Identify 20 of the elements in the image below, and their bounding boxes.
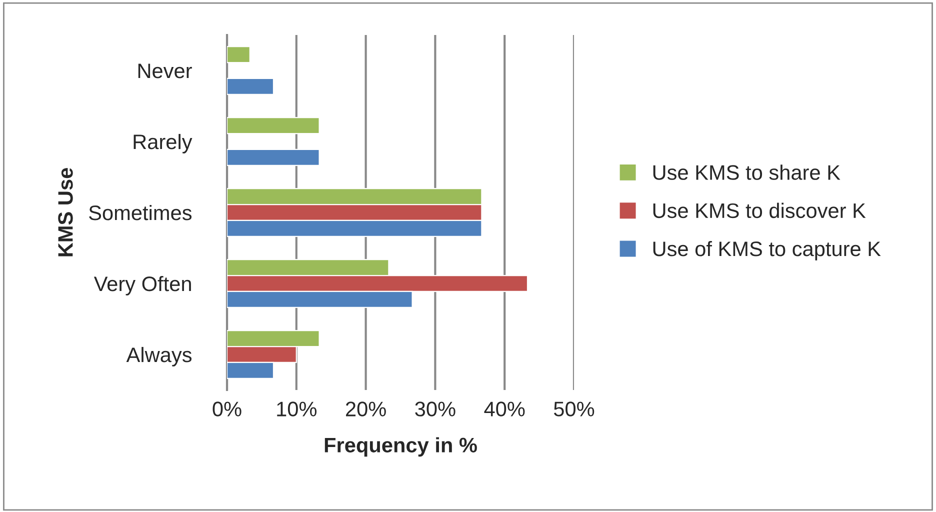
y-tick-label: Sometimes xyxy=(89,204,192,220)
bar xyxy=(227,116,320,134)
bar xyxy=(227,78,274,96)
y-tick-label: Never xyxy=(138,64,192,78)
x-tick-label: 40% xyxy=(484,402,525,416)
x-axis-title: Frequency in % xyxy=(324,437,477,457)
x-tick-label: 0% xyxy=(212,402,242,416)
legend-label: Use KMS to share K xyxy=(653,164,840,180)
legend-label: Use KMS to discover K xyxy=(653,202,866,218)
y-tick-label: Always xyxy=(126,346,192,366)
bar xyxy=(227,148,320,166)
x-tick-label: 50% xyxy=(554,402,594,416)
x-tick-label: 30% xyxy=(415,402,456,416)
y-axis-title: KMS Use xyxy=(58,168,73,256)
legend-label: Use of KMS to capture K xyxy=(653,240,881,260)
y-tick-label: Very Often xyxy=(94,276,191,296)
x-tick-label: 20% xyxy=(346,402,386,416)
bar xyxy=(227,46,250,64)
x-tick-label: 10% xyxy=(277,402,317,416)
y-tick-label: Rarely xyxy=(134,134,192,154)
